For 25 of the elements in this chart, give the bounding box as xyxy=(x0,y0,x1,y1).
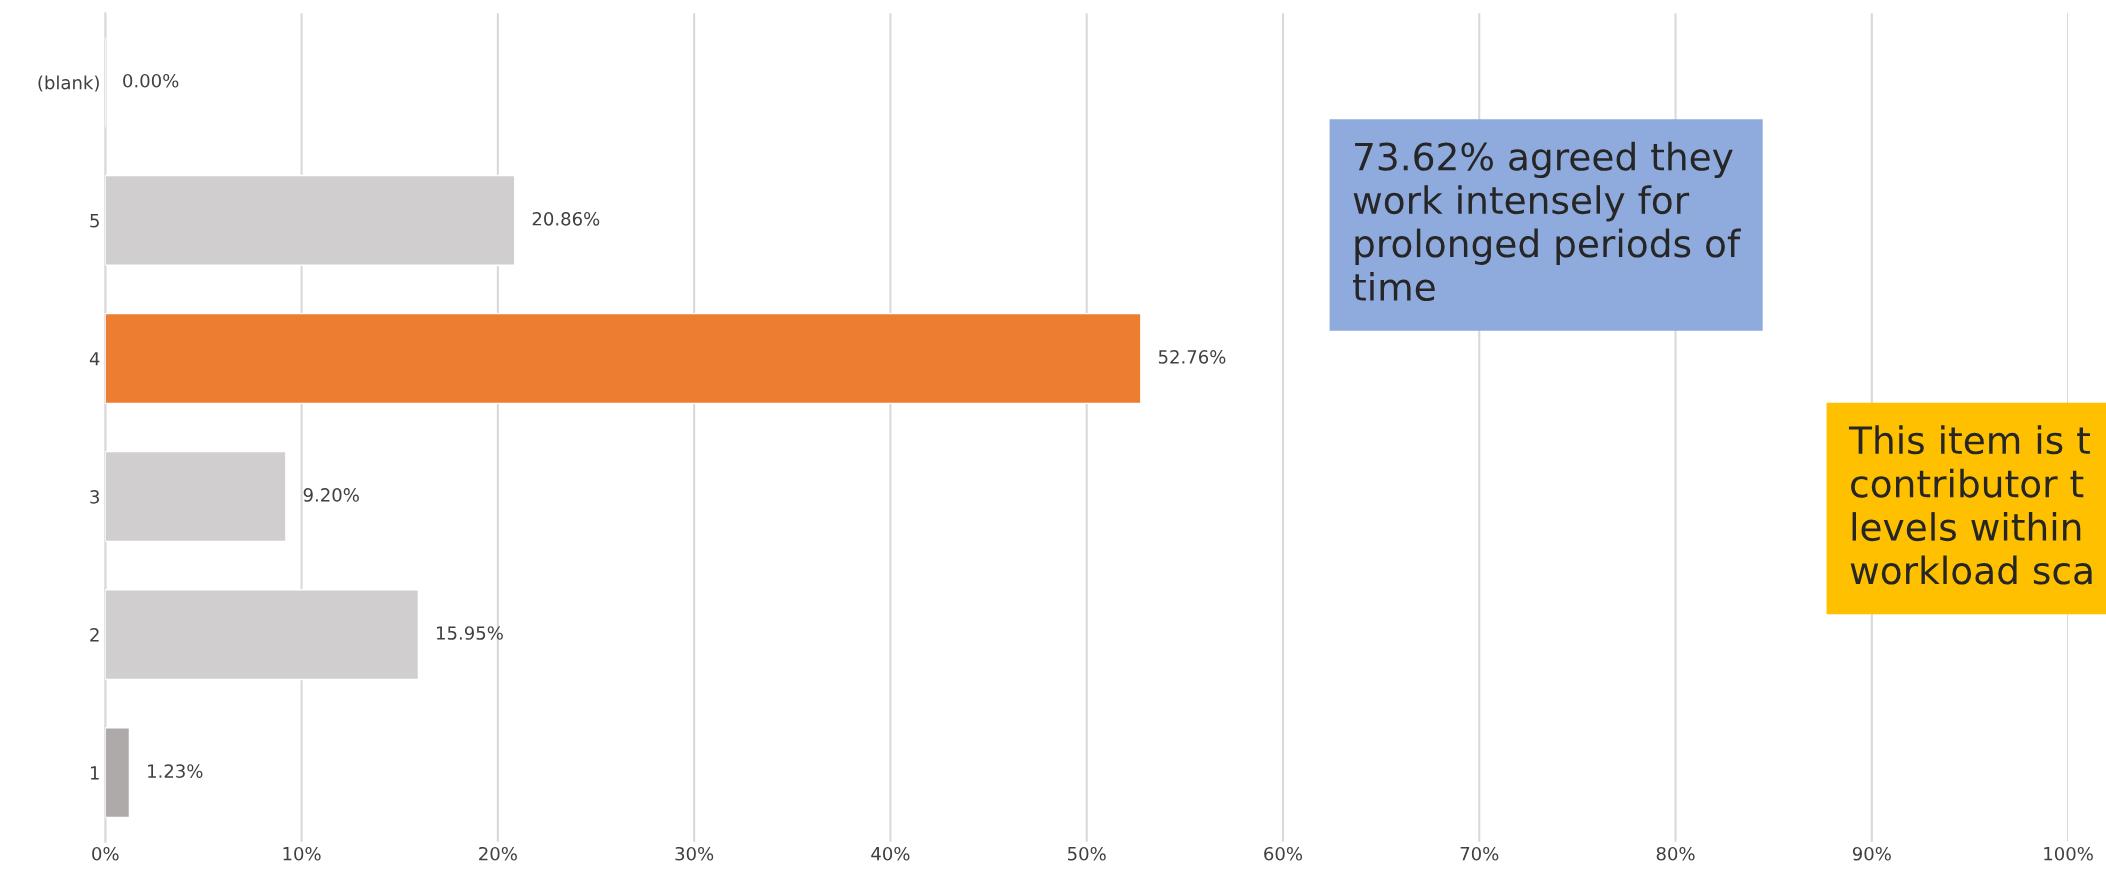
data-label: 9.20% xyxy=(303,488,359,502)
x-tick-label: 10% xyxy=(283,846,321,861)
x-tick-label: 20% xyxy=(479,846,517,861)
y-tick-label: 5 xyxy=(90,214,99,228)
y-tick-label: 1 xyxy=(90,766,99,780)
x-tick-label: 30% xyxy=(675,846,714,861)
x-tick-label: 70% xyxy=(1460,846,1499,861)
y-tick-label: 3 xyxy=(90,489,99,504)
x-tick-label: 0% xyxy=(92,846,119,861)
y-tick-label: 2 xyxy=(90,628,99,642)
annotation: This item is t contributor t levels within workload sca xyxy=(1848,425,2092,585)
data-label: 0.00% xyxy=(123,73,179,88)
y-tick-label: (blank) xyxy=(38,75,99,92)
x-tick-label: 60% xyxy=(1264,846,1303,861)
x-tick-label: 100% xyxy=(2044,846,2093,861)
x-tick-label: 90% xyxy=(1852,846,1891,861)
data-label: 15.95% xyxy=(437,626,503,640)
data-label: 1.23% xyxy=(148,764,203,778)
x-tick-label: 80% xyxy=(1656,846,1695,861)
data-label: 52.76% xyxy=(1158,350,1226,364)
y-tick-label: 4 xyxy=(89,352,100,366)
data-label: 20.86% xyxy=(532,211,600,226)
annotation: 73.62% agreed they work intensely for prolonged periods of time xyxy=(1353,141,1741,302)
x-tick-label: 40% xyxy=(871,846,910,861)
x-tick-label: 50% xyxy=(1068,846,1106,861)
